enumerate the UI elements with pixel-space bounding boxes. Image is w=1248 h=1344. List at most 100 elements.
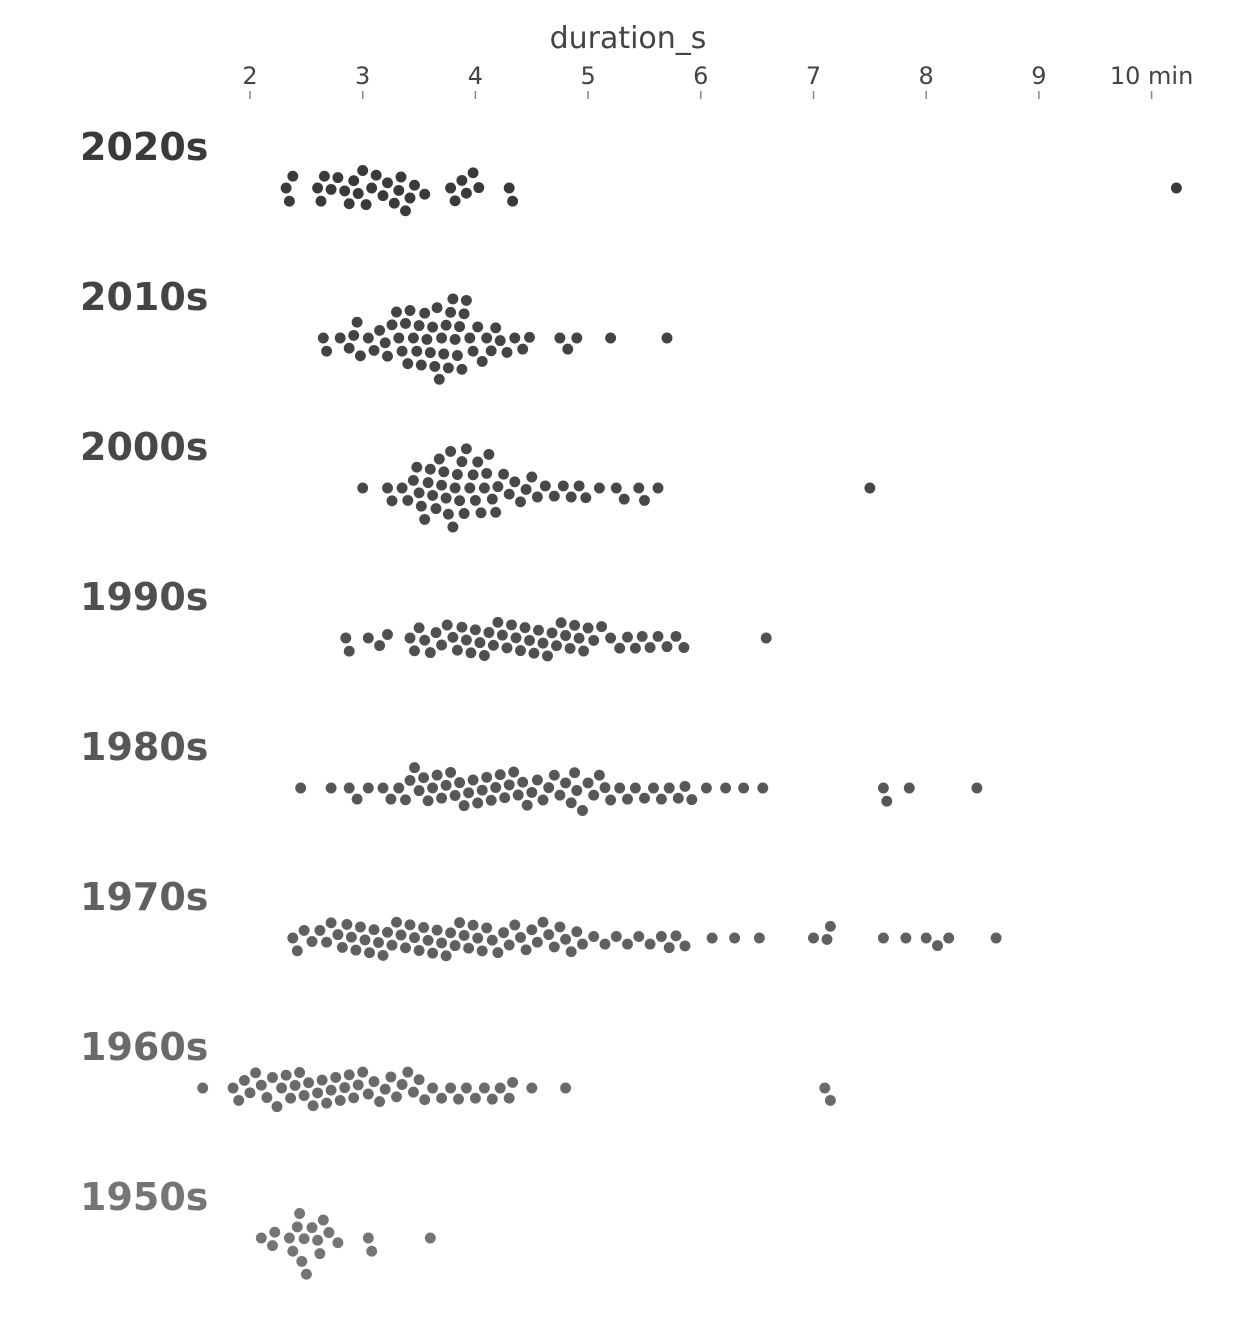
x-tick-label: 8 bbox=[919, 62, 934, 90]
data-point bbox=[378, 335, 393, 350]
data-point bbox=[425, 488, 440, 503]
data-point bbox=[450, 643, 465, 658]
data-point bbox=[569, 331, 584, 345]
data-point bbox=[290, 1219, 305, 1234]
data-point bbox=[471, 180, 486, 195]
data-point bbox=[398, 792, 413, 807]
data-point bbox=[759, 631, 774, 645]
data-point bbox=[425, 780, 440, 795]
data-point bbox=[475, 354, 490, 369]
data-point bbox=[547, 939, 562, 954]
decade-label: 2020s bbox=[80, 125, 208, 169]
data-point bbox=[628, 781, 643, 795]
data-point bbox=[660, 331, 674, 345]
data-point bbox=[463, 645, 478, 660]
data-point bbox=[567, 765, 582, 780]
data-point bbox=[507, 918, 522, 932]
data-point bbox=[330, 1235, 345, 1250]
data-point bbox=[412, 620, 427, 635]
data-point bbox=[380, 627, 395, 642]
data-point bbox=[496, 467, 511, 482]
data-point bbox=[628, 641, 643, 656]
data-point bbox=[592, 481, 607, 495]
data-point bbox=[564, 490, 579, 504]
data-point bbox=[592, 768, 607, 783]
data-point bbox=[398, 940, 413, 955]
data-point bbox=[439, 948, 454, 963]
data-point bbox=[421, 933, 436, 948]
data-point bbox=[502, 938, 517, 952]
decade-row-2020s: 2020s bbox=[80, 125, 1184, 218]
data-point bbox=[477, 481, 492, 495]
data-point bbox=[409, 460, 424, 475]
data-point bbox=[254, 1078, 269, 1093]
data-point bbox=[564, 944, 579, 959]
decade-label: 2010s bbox=[80, 275, 208, 319]
data-point bbox=[660, 639, 674, 654]
data-point bbox=[406, 1085, 421, 1100]
data-point bbox=[969, 781, 984, 795]
data-point bbox=[586, 788, 601, 803]
data-point bbox=[450, 467, 465, 482]
data-point bbox=[472, 635, 487, 650]
data-point bbox=[316, 1213, 331, 1227]
data-point bbox=[367, 922, 381, 937]
data-point bbox=[337, 1080, 352, 1095]
data-point bbox=[372, 323, 387, 338]
data-point bbox=[441, 507, 456, 522]
data-point bbox=[324, 1083, 339, 1098]
data-point bbox=[941, 931, 956, 945]
data-point bbox=[631, 481, 646, 495]
data-point bbox=[421, 793, 436, 808]
data-point bbox=[490, 479, 505, 494]
data-point bbox=[412, 318, 427, 333]
data-point bbox=[470, 796, 485, 810]
data-point bbox=[317, 169, 332, 184]
data-point bbox=[432, 372, 447, 387]
data-point bbox=[575, 937, 590, 952]
data-point bbox=[427, 359, 442, 374]
data-point bbox=[425, 320, 440, 335]
data-point bbox=[603, 793, 618, 807]
data-point bbox=[346, 328, 361, 343]
data-point bbox=[502, 1091, 517, 1106]
data-point bbox=[445, 291, 460, 306]
decade-label: 2000s bbox=[80, 425, 208, 469]
data-point bbox=[338, 631, 353, 645]
data-point bbox=[400, 493, 415, 508]
data-point bbox=[454, 362, 469, 377]
data-point bbox=[513, 494, 528, 509]
data-point bbox=[312, 923, 327, 938]
data-point bbox=[342, 781, 357, 795]
data-point bbox=[342, 196, 357, 211]
data-point bbox=[490, 615, 505, 630]
data-point bbox=[403, 773, 417, 788]
data-point bbox=[389, 915, 404, 930]
data-point bbox=[305, 934, 319, 949]
data-point bbox=[540, 648, 555, 663]
data-point bbox=[423, 462, 438, 477]
data-point bbox=[466, 165, 481, 180]
decade-row-1960s: 1960s bbox=[80, 1025, 838, 1114]
data-point bbox=[651, 629, 665, 644]
data-point bbox=[288, 1078, 303, 1093]
data-point bbox=[481, 447, 496, 462]
data-point bbox=[635, 629, 650, 644]
data-point bbox=[643, 640, 658, 655]
data-point bbox=[662, 781, 677, 795]
data-point bbox=[524, 922, 539, 937]
data-point bbox=[301, 1075, 316, 1090]
data-point bbox=[430, 923, 445, 938]
data-point bbox=[486, 638, 501, 653]
data-point bbox=[324, 915, 339, 930]
data-point bbox=[319, 935, 334, 950]
x-tick-label: 6 bbox=[693, 62, 708, 90]
data-point bbox=[319, 1096, 334, 1111]
data-point bbox=[361, 781, 376, 795]
data-point bbox=[417, 187, 432, 202]
data-point bbox=[306, 1098, 321, 1113]
data-point bbox=[678, 779, 692, 794]
data-point bbox=[989, 931, 1004, 945]
data-point bbox=[391, 183, 406, 198]
